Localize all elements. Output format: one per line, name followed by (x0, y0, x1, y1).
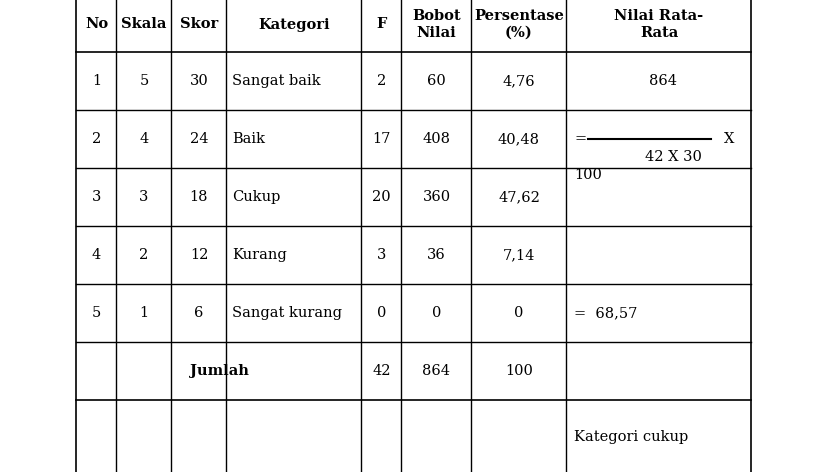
Text: Cukup: Cukup (232, 190, 280, 204)
Text: 408: 408 (422, 132, 450, 146)
Text: 2: 2 (92, 132, 101, 146)
Text: 4: 4 (92, 248, 101, 262)
Text: Jumlah: Jumlah (189, 364, 248, 378)
Text: 0: 0 (376, 306, 385, 320)
Text: 24: 24 (189, 132, 208, 146)
Text: 100: 100 (504, 364, 533, 378)
Text: 42 X 30: 42 X 30 (644, 150, 701, 164)
Text: 0: 0 (432, 306, 441, 320)
Text: 12: 12 (189, 248, 208, 262)
Text: Sangat kurang: Sangat kurang (232, 306, 342, 320)
Text: 100: 100 (574, 168, 602, 182)
Text: 42: 42 (372, 364, 390, 378)
Text: Bobot
Nilai: Bobot Nilai (412, 9, 461, 40)
Text: 6: 6 (194, 306, 203, 320)
Text: 5: 5 (139, 74, 148, 88)
Text: Kategori cukup: Kategori cukup (574, 430, 688, 445)
Text: Persentase
(%): Persentase (%) (474, 9, 563, 40)
Text: 1: 1 (92, 74, 101, 88)
Text: 36: 36 (427, 248, 445, 262)
Text: 3: 3 (139, 190, 149, 204)
Text: Skala: Skala (122, 17, 166, 32)
Text: 360: 360 (422, 190, 450, 204)
Text: 1: 1 (139, 306, 148, 320)
Text: 60: 60 (427, 74, 445, 88)
Text: 2: 2 (376, 74, 385, 88)
Text: 0: 0 (514, 306, 523, 320)
Text: 2: 2 (139, 248, 148, 262)
Text: 3: 3 (92, 190, 101, 204)
Text: F: F (375, 17, 386, 32)
Text: 4: 4 (139, 132, 148, 146)
Text: 864: 864 (422, 364, 450, 378)
Text: Baik: Baik (232, 132, 265, 146)
Text: Nilai Rata-
Rata: Nilai Rata- Rata (614, 9, 703, 40)
Text: 17: 17 (372, 132, 390, 146)
Text: 20: 20 (372, 190, 390, 204)
Bar (76, 0, 751, 472)
Text: 864: 864 (648, 74, 676, 88)
Text: Sangat baik: Sangat baik (232, 74, 321, 88)
Text: X: X (724, 132, 734, 146)
Text: No: No (85, 17, 108, 32)
Text: Skor: Skor (179, 17, 218, 32)
Text: 18: 18 (189, 190, 208, 204)
Text: 5: 5 (92, 306, 101, 320)
Text: =: = (574, 132, 586, 146)
Text: 40,48: 40,48 (497, 132, 539, 146)
Text: 47,62: 47,62 (498, 190, 539, 204)
Text: 4,76: 4,76 (502, 74, 535, 88)
Text: 3: 3 (376, 248, 385, 262)
Text: 7,14: 7,14 (502, 248, 534, 262)
Text: 30: 30 (189, 74, 208, 88)
Text: Kategori: Kategori (258, 17, 329, 32)
Text: Kurang: Kurang (232, 248, 287, 262)
Text: =  68,57: = 68,57 (574, 306, 637, 320)
